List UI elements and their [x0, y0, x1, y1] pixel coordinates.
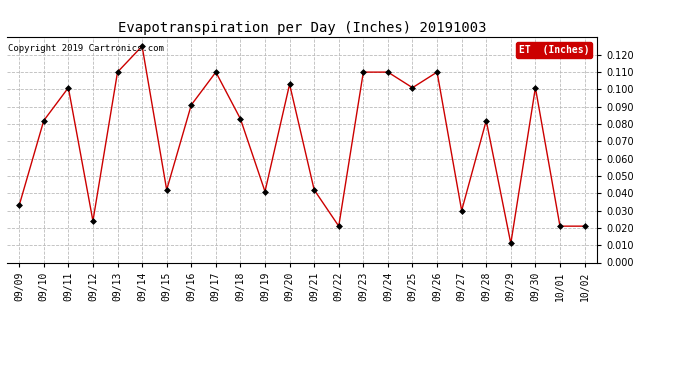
Text: Copyright 2019 Cartronics.com: Copyright 2019 Cartronics.com [8, 44, 164, 53]
Title: Evapotranspiration per Day (Inches) 20191003: Evapotranspiration per Day (Inches) 2019… [117, 21, 486, 35]
Legend: ET  (Inches): ET (Inches) [515, 42, 592, 58]
